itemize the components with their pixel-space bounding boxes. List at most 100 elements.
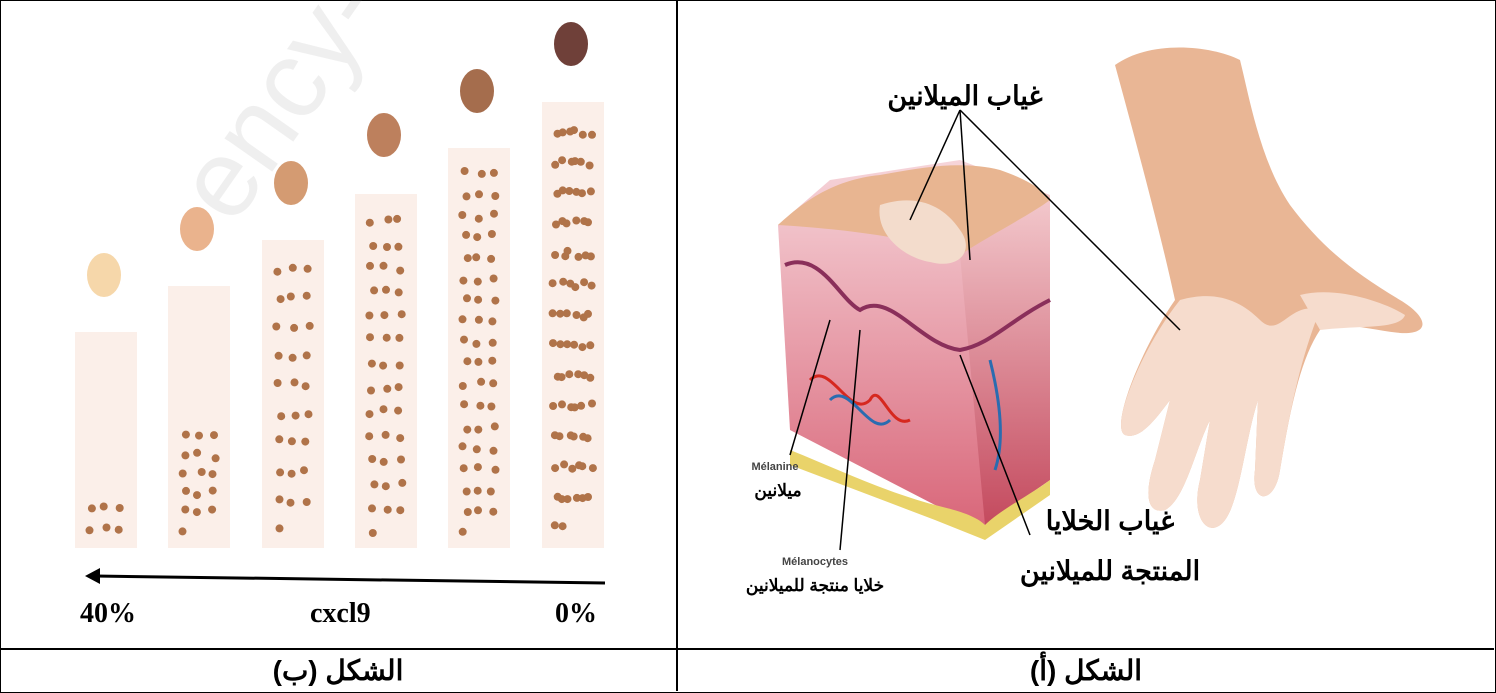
melanin-dot xyxy=(556,340,565,349)
melanin-dot xyxy=(472,253,481,262)
skin-tone-swatch xyxy=(554,22,588,66)
melanin-dot xyxy=(99,502,108,511)
skin-tone-swatches xyxy=(87,22,588,297)
melanin-dot xyxy=(102,523,111,532)
melanin-dot xyxy=(474,295,483,304)
melanin-dot xyxy=(286,292,295,301)
melanin-dot xyxy=(572,493,581,502)
melanin-dot xyxy=(588,399,596,408)
melanin-dot xyxy=(276,295,285,304)
melanin-dot xyxy=(586,252,595,261)
melanin-dot xyxy=(304,410,313,419)
melanin-dot xyxy=(588,464,597,473)
melanin-dot xyxy=(463,294,471,303)
melanin-dot xyxy=(208,505,217,514)
melanin-dot xyxy=(549,402,558,410)
melanin-dot xyxy=(562,309,571,318)
melanin-dot xyxy=(463,357,472,366)
melanin-dot xyxy=(578,189,586,198)
skin-tone-swatch xyxy=(87,253,121,297)
melanin-dot xyxy=(556,309,565,318)
melanin-dot xyxy=(366,333,374,342)
melanin-dot xyxy=(182,486,190,495)
melanin-dot xyxy=(208,486,217,495)
melanin-dot xyxy=(398,478,407,487)
melanin-dot xyxy=(472,445,481,454)
melanin-dot xyxy=(288,263,297,272)
melanin-dot xyxy=(572,311,581,319)
melanin-dot xyxy=(193,448,202,457)
melanin-dot xyxy=(459,276,468,285)
caption-figure-a: الشكل (أ) xyxy=(1029,655,1143,686)
melanin-dot xyxy=(578,130,587,139)
melanin-dot xyxy=(474,425,483,434)
melanin-dot xyxy=(580,371,589,380)
melanin-dot xyxy=(302,351,311,360)
melanin-dot xyxy=(460,167,469,175)
melanin-dot xyxy=(458,315,467,324)
melanin-dot xyxy=(477,377,486,386)
melanin-dot xyxy=(550,521,559,530)
melanin-dot xyxy=(563,495,572,504)
melanin-dot xyxy=(181,505,190,514)
skin-tone-swatch xyxy=(367,113,401,157)
melanin-dot xyxy=(558,522,567,531)
melanin-dot xyxy=(487,230,496,238)
melanin-dot xyxy=(275,524,284,533)
melanin-dot xyxy=(578,343,587,352)
melanin-dot xyxy=(587,281,596,290)
melanin-dot xyxy=(463,508,472,516)
melanin-dot xyxy=(487,254,496,263)
melanin-dot xyxy=(287,437,296,446)
melanin-dot xyxy=(274,351,283,360)
melanin-dot xyxy=(578,462,587,471)
melanin-dot xyxy=(489,446,498,455)
melanin-dot xyxy=(394,288,403,297)
melanin-dot xyxy=(489,507,498,516)
melanin-dot xyxy=(463,425,472,434)
melanin-dot xyxy=(486,487,495,496)
melanin-dot xyxy=(558,156,567,165)
melanin-dot xyxy=(394,242,403,251)
melanin-dot xyxy=(197,468,206,476)
melanin-dot xyxy=(85,526,94,535)
melanin-dot xyxy=(549,339,557,348)
melanin-dot xyxy=(563,246,572,255)
melanin-dot xyxy=(379,457,388,466)
melanin-dot xyxy=(396,434,405,443)
melanin-dot xyxy=(367,359,376,368)
melanin-dot xyxy=(395,333,404,342)
melanin-dot xyxy=(370,480,379,489)
melanin-dot xyxy=(580,278,589,287)
melanin-dot xyxy=(490,209,498,218)
melanin-dot xyxy=(394,383,403,392)
melanin-dot xyxy=(396,266,405,275)
melanin-dot xyxy=(370,286,379,295)
melanin-dot xyxy=(369,242,378,250)
melanin-dot xyxy=(490,422,499,431)
melanin-dot xyxy=(548,309,557,318)
melanin-dot xyxy=(115,504,124,512)
melanin-dot xyxy=(460,335,468,344)
melanin-dot xyxy=(476,401,485,410)
melanin-dot xyxy=(491,192,500,200)
melanin-dot xyxy=(365,432,374,441)
melanin-dot xyxy=(576,157,585,166)
melanin-dot xyxy=(583,434,592,443)
melanin-dot xyxy=(393,214,402,223)
melanin-dot xyxy=(571,283,580,292)
melanin-dot xyxy=(275,435,284,444)
melanin-dot xyxy=(397,310,406,319)
melanin-dot xyxy=(379,361,388,370)
melanin-dot xyxy=(548,279,557,288)
skin-tone-swatch xyxy=(274,161,308,205)
melanin-dot xyxy=(366,261,374,270)
melanin-bars xyxy=(75,102,604,548)
melanin-dot xyxy=(379,405,388,414)
melanin-dot xyxy=(463,254,472,263)
melanin-dot xyxy=(384,215,393,224)
melanin-dot xyxy=(302,498,311,506)
melanin-dot xyxy=(379,261,388,270)
melanin-dot xyxy=(472,339,481,348)
melanin-dot xyxy=(473,463,482,472)
